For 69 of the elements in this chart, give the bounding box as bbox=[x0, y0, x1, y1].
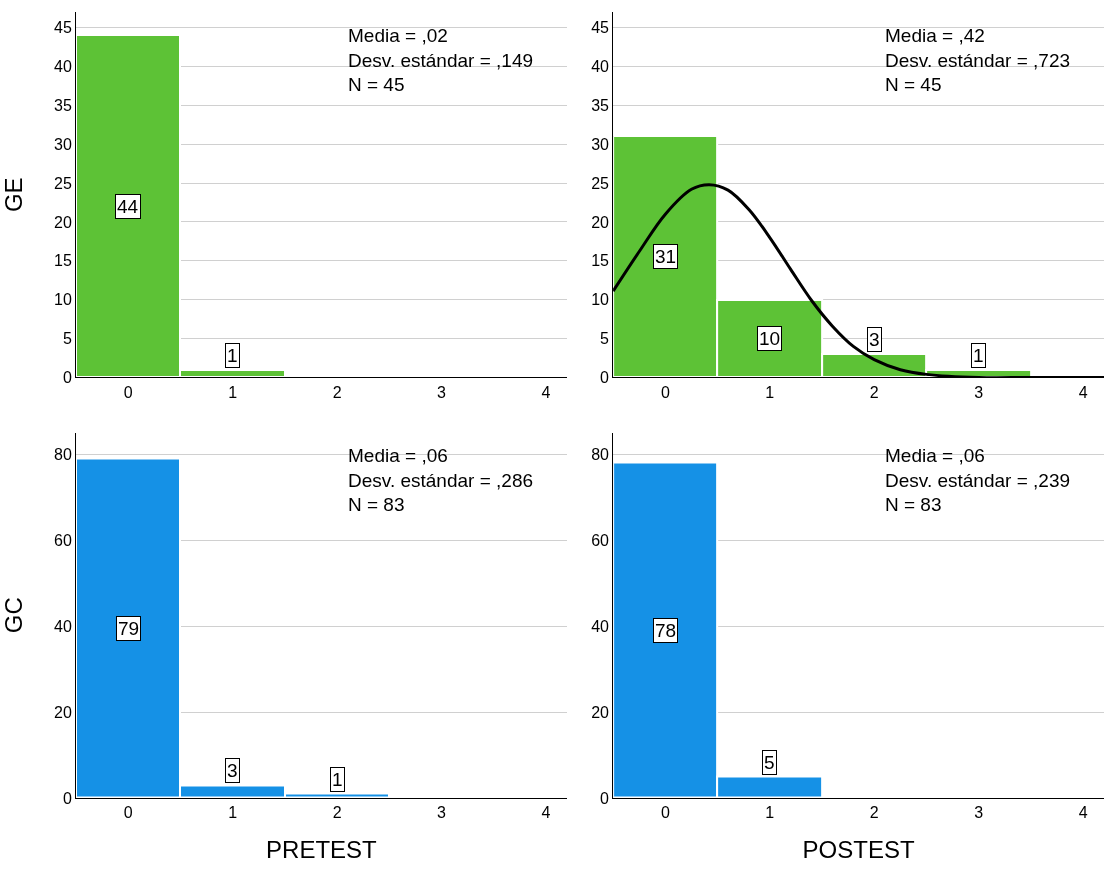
x-tick-label: 0 bbox=[123, 383, 133, 401]
y-tick-label: 40 bbox=[591, 58, 610, 76]
x-tick-label: 2 bbox=[332, 804, 342, 822]
annotation: Media = ,06 Desv. estándar = ,239 N = 83 bbox=[885, 445, 1071, 516]
y-tick-label: 80 bbox=[54, 445, 72, 463]
y-tick-label: 5 bbox=[600, 330, 610, 348]
x-axis-title: PRETEST bbox=[266, 835, 378, 863]
y-tick-label: 45 bbox=[591, 19, 610, 37]
x-tick-label: 2 bbox=[869, 383, 879, 401]
x-tick-label: 4 bbox=[1078, 383, 1088, 401]
x-tick-label: 1 bbox=[228, 804, 238, 822]
y-tick-label: 40 bbox=[54, 617, 72, 635]
data-label: 79 bbox=[118, 618, 140, 639]
y-tick-label: 0 bbox=[62, 789, 72, 807]
x-tick-label: 3 bbox=[437, 804, 447, 822]
y-tick-label: 10 bbox=[54, 291, 72, 309]
y-axis-title: GC bbox=[0, 597, 27, 634]
y-tick-label: 80 bbox=[591, 445, 610, 463]
x-tick-label: 2 bbox=[869, 804, 879, 822]
x-tick-label: 3 bbox=[437, 383, 447, 401]
y-tick-label: 45 bbox=[54, 19, 72, 37]
data-label: 1 bbox=[973, 345, 984, 366]
x-tick-label: 1 bbox=[765, 804, 775, 822]
x-tick-label: 3 bbox=[974, 804, 984, 822]
y-tick-label: 20 bbox=[54, 703, 72, 721]
y-tick-label: 5 bbox=[62, 330, 72, 348]
y-tick-label: 0 bbox=[600, 369, 610, 387]
y-tick-label: 30 bbox=[591, 135, 610, 153]
y-tick-label: 0 bbox=[62, 369, 72, 387]
y-tick-label: 25 bbox=[591, 174, 610, 192]
data-label: 1 bbox=[227, 345, 238, 366]
x-tick-label: 3 bbox=[974, 383, 984, 401]
y-tick-label: 20 bbox=[54, 213, 72, 231]
y-tick-label: 60 bbox=[591, 531, 610, 549]
y-tick-label: 20 bbox=[591, 703, 610, 721]
data-label: 3 bbox=[869, 329, 880, 350]
y-tick-label: 25 bbox=[54, 174, 72, 192]
x-tick-label: 0 bbox=[123, 804, 133, 822]
y-tick-label: 30 bbox=[54, 135, 72, 153]
x-tick-label: 1 bbox=[228, 383, 238, 401]
x-tick-label: 1 bbox=[765, 383, 775, 401]
y-tick-label: 35 bbox=[591, 96, 610, 114]
y-axis-title: GE bbox=[0, 177, 27, 213]
data-label: 10 bbox=[759, 328, 781, 349]
annotation: Media = ,06 Desv. estándar = ,286 N = 83 bbox=[348, 445, 534, 516]
data-label: 1 bbox=[332, 769, 343, 790]
data-label: 44 bbox=[117, 196, 139, 217]
y-tick-label: 10 bbox=[591, 291, 610, 309]
data-label: 31 bbox=[655, 246, 677, 267]
y-tick-label: 40 bbox=[591, 617, 610, 635]
data-label: 78 bbox=[655, 620, 677, 641]
x-tick-label: 4 bbox=[1078, 804, 1088, 822]
y-tick-label: 20 bbox=[591, 213, 610, 231]
y-tick-label: 40 bbox=[54, 58, 72, 76]
annotation: Media = ,02 Desv. estándar = ,149 N = 45 bbox=[348, 25, 534, 96]
data-label: 3 bbox=[227, 760, 238, 781]
x-tick-label: 2 bbox=[332, 383, 342, 401]
x-tick-label: 4 bbox=[541, 383, 551, 401]
data-label: 5 bbox=[764, 752, 775, 773]
y-tick-label: 15 bbox=[54, 252, 72, 270]
y-tick-label: 35 bbox=[54, 96, 72, 114]
y-tick-label: 0 bbox=[600, 789, 610, 807]
x-tick-label: 4 bbox=[541, 804, 551, 822]
y-tick-label: 15 bbox=[591, 252, 610, 270]
annotation: Media = ,42 Desv. estándar = ,723 N = 45 bbox=[885, 25, 1071, 96]
x-tick-label: 0 bbox=[660, 383, 670, 401]
x-axis-title: POSTEST bbox=[802, 835, 915, 863]
x-tick-label: 0 bbox=[660, 804, 670, 822]
y-tick-label: 60 bbox=[54, 531, 72, 549]
